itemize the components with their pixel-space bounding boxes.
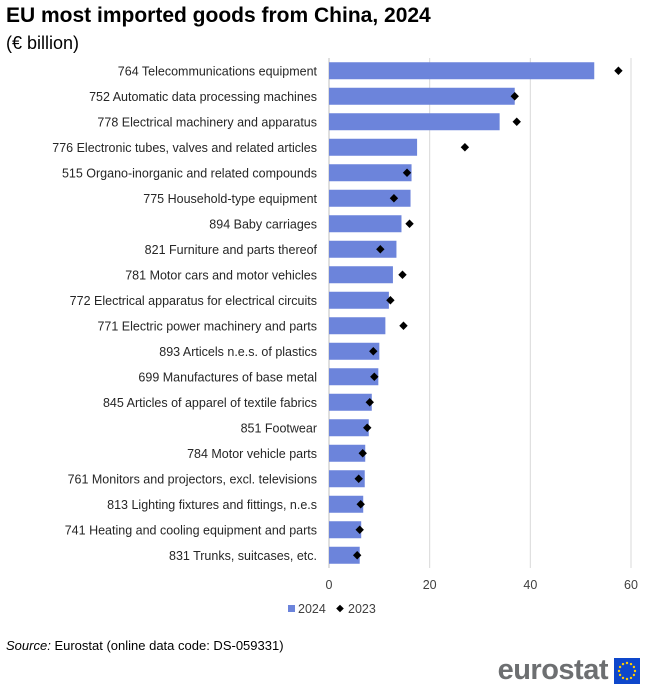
bar-2024 bbox=[329, 240, 397, 258]
logo-text: eurostat bbox=[497, 654, 609, 686]
marker-2023 bbox=[363, 423, 372, 432]
category-label: 771 Electric power machinery and parts bbox=[97, 319, 317, 333]
category-label: 515 Organo-inorganic and related compoun… bbox=[62, 166, 317, 180]
eurostat-logo: eurostat bbox=[498, 654, 640, 687]
x-tick-label: 20 bbox=[423, 578, 437, 592]
chart-title: EU most imported goods from China, 2024 bbox=[6, 4, 431, 27]
bar-2024 bbox=[329, 138, 418, 156]
category-label: 741 Heating and cooling equipment and pa… bbox=[65, 523, 317, 537]
category-label: 845 Articles of apparel of textile fabri… bbox=[103, 396, 317, 410]
category-label: 775 Household-type equipment bbox=[143, 192, 317, 206]
marker-2023 bbox=[402, 168, 412, 177]
bar-2024 bbox=[329, 393, 372, 411]
category-label: 752 Automatic data processing machines bbox=[89, 90, 317, 104]
marker-2023 bbox=[376, 245, 385, 254]
category-label: 776 Electronic tubes, valves and related… bbox=[52, 141, 317, 155]
marker-2023 bbox=[355, 525, 364, 534]
bar-2024 bbox=[329, 317, 386, 335]
bar-chart: 764 Telecommunications equipment 752 Auto… bbox=[52, 58, 638, 616]
bar-2024 bbox=[329, 368, 379, 386]
marker-2023 bbox=[405, 219, 414, 228]
bar-2024 bbox=[329, 495, 364, 513]
source-text: Eurostat (online data code: DS-059331) bbox=[54, 638, 284, 653]
category-label: 851 Footwear bbox=[241, 421, 317, 435]
category-label: 764 Telecommunications equipment bbox=[118, 64, 318, 78]
marker-2023 bbox=[352, 551, 362, 560]
marker-2023 bbox=[614, 66, 623, 75]
category-label: 761 Monitors and projectors, excl. telev… bbox=[68, 472, 317, 486]
bar-2024 bbox=[329, 215, 402, 233]
category-label: 781 Motor cars and motor vehicles bbox=[125, 268, 317, 282]
bar-2024 bbox=[329, 470, 365, 488]
marker-2023 bbox=[460, 143, 470, 152]
category-label: 778 Electrical machinery and apparatus bbox=[97, 115, 317, 129]
category-label: 699 Manufactures of base metal bbox=[138, 370, 317, 384]
chart-subtitle: (€ billion) bbox=[6, 33, 80, 53]
marker-2023 bbox=[510, 92, 519, 101]
legend-label-2023: 2023 bbox=[348, 602, 376, 616]
marker-2023 bbox=[398, 270, 407, 279]
bar-2024 bbox=[329, 87, 515, 105]
marker-2023 bbox=[389, 194, 399, 203]
marker-2023 bbox=[354, 474, 363, 483]
category-label: 893 Articels n.e.s. of plastics bbox=[159, 345, 317, 359]
marker-2023 bbox=[358, 449, 367, 458]
bar-2024 bbox=[329, 189, 411, 207]
category-label: 784 Motor vehicle parts bbox=[187, 447, 317, 461]
source-note: Source: Eurostat (online data code: DS-0… bbox=[6, 638, 284, 653]
x-tick-label: 60 bbox=[624, 578, 638, 592]
bar-2024 bbox=[329, 546, 360, 564]
bar-2024 bbox=[329, 291, 389, 309]
bar-2024 bbox=[329, 521, 362, 539]
marker-2023 bbox=[399, 321, 408, 330]
marker-2023 bbox=[370, 372, 379, 381]
marker-2023 bbox=[386, 296, 395, 305]
category-label: 821 Furniture and parts thereof bbox=[145, 243, 318, 257]
marker-2023 bbox=[356, 500, 365, 509]
category-label: 894 Baby carriages bbox=[209, 217, 317, 231]
category-label: 831 Trunks, suitcases, etc. bbox=[169, 549, 317, 563]
bar-2024 bbox=[329, 266, 393, 284]
bar-2024 bbox=[329, 419, 369, 437]
bar-2024 bbox=[329, 113, 500, 131]
legend-label-2024: 2024 bbox=[298, 602, 326, 616]
bar-2024 bbox=[329, 62, 595, 80]
x-tick-label: 0 bbox=[326, 578, 333, 592]
legend-swatch-2023 bbox=[336, 604, 344, 613]
category-label: 813 Lighting fixtures and fittings, n.e.… bbox=[107, 498, 317, 512]
bar-2024 bbox=[329, 444, 366, 462]
legend-swatch-2024 bbox=[288, 605, 295, 612]
eu-flag-icon bbox=[614, 657, 640, 684]
source-label: Source: bbox=[6, 638, 51, 653]
bar-2024 bbox=[329, 342, 380, 360]
marker-2023 bbox=[369, 347, 378, 356]
bar-2024 bbox=[329, 164, 412, 182]
marker-2023 bbox=[365, 398, 374, 407]
x-tick-label: 40 bbox=[523, 578, 537, 592]
marker-2023 bbox=[512, 117, 521, 126]
category-label: 772 Electrical apparatus for electrical … bbox=[70, 294, 317, 308]
